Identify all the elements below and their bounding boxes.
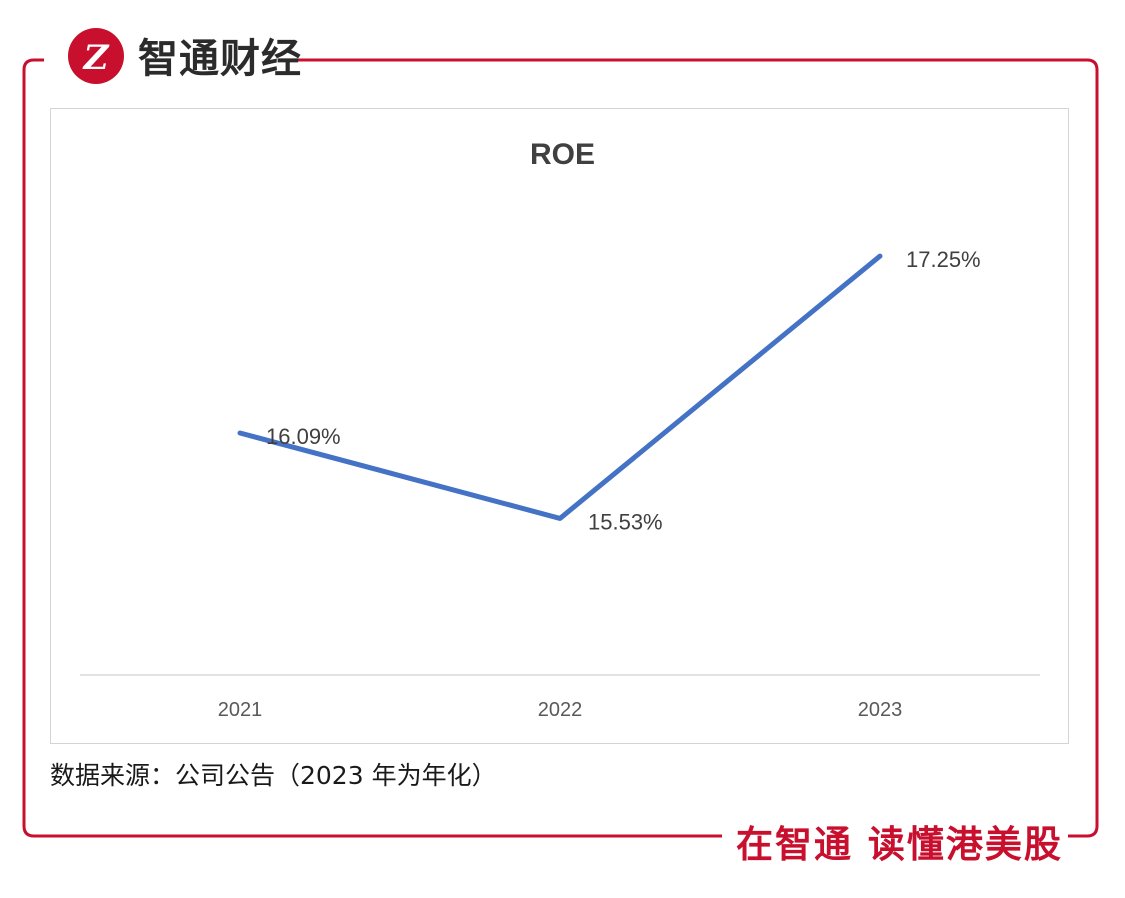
data-label-2021: 16.09% — [266, 424, 341, 449]
chart-panel — [50, 108, 1069, 744]
chart-title: ROE — [529, 138, 595, 171]
svg-text:Z: Z — [82, 38, 110, 78]
zhitong-logo-icon: Z — [68, 28, 124, 84]
x-tick-label-2022: 2022 — [538, 699, 583, 721]
x-tick-label-2023: 2023 — [858, 699, 903, 721]
data-label-2022: 15.53% — [588, 509, 663, 534]
frame-left-bottom — [22, 70, 722, 838]
data-label-2023: 17.25% — [906, 247, 981, 272]
frame-top-left — [22, 58, 44, 71]
series-line-roe — [237, 253, 883, 521]
frame-top-right — [290, 58, 1099, 838]
data-source-note: 数据来源：公司公告（2023 年为年化） — [50, 761, 497, 790]
brand-logo-text: 智通财经 — [138, 36, 302, 82]
x-tick-label-2021: 2021 — [218, 699, 263, 721]
brand-slogan: 在智通 读懂港美股 — [736, 823, 1063, 866]
